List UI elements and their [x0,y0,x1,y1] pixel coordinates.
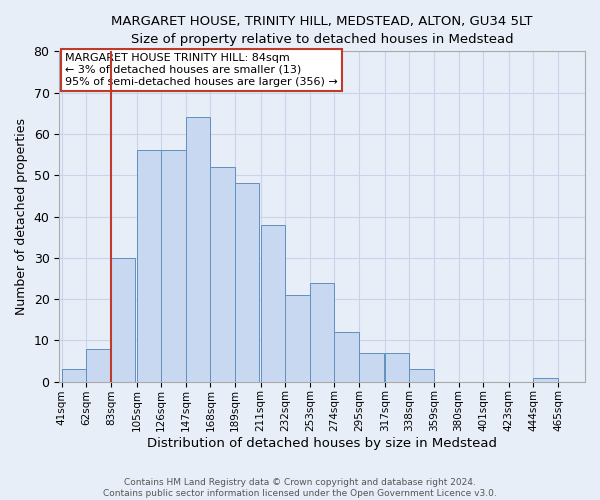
X-axis label: Distribution of detached houses by size in Medstead: Distribution of detached houses by size … [147,437,497,450]
Bar [385,353,409,382]
Y-axis label: Number of detached properties: Number of detached properties [15,118,28,315]
Bar [86,348,111,382]
Bar [359,353,383,382]
Bar [161,150,186,382]
Title: MARGARET HOUSE, TRINITY HILL, MEDSTEAD, ALTON, GU34 5LT
Size of property relativ: MARGARET HOUSE, TRINITY HILL, MEDSTEAD, … [112,15,533,46]
Bar [111,258,136,382]
Text: MARGARET HOUSE TRINITY HILL: 84sqm
← 3% of detached houses are smaller (13)
95% : MARGARET HOUSE TRINITY HILL: 84sqm ← 3% … [65,54,338,86]
Bar [409,370,434,382]
Bar [211,167,235,382]
Bar [310,282,334,382]
Bar [334,332,359,382]
Bar [137,150,161,382]
Bar [186,118,211,382]
Bar [533,378,558,382]
Bar [285,295,310,382]
Bar [260,225,285,382]
Bar [62,370,86,382]
Bar [235,184,259,382]
Text: Contains HM Land Registry data © Crown copyright and database right 2024.
Contai: Contains HM Land Registry data © Crown c… [103,478,497,498]
